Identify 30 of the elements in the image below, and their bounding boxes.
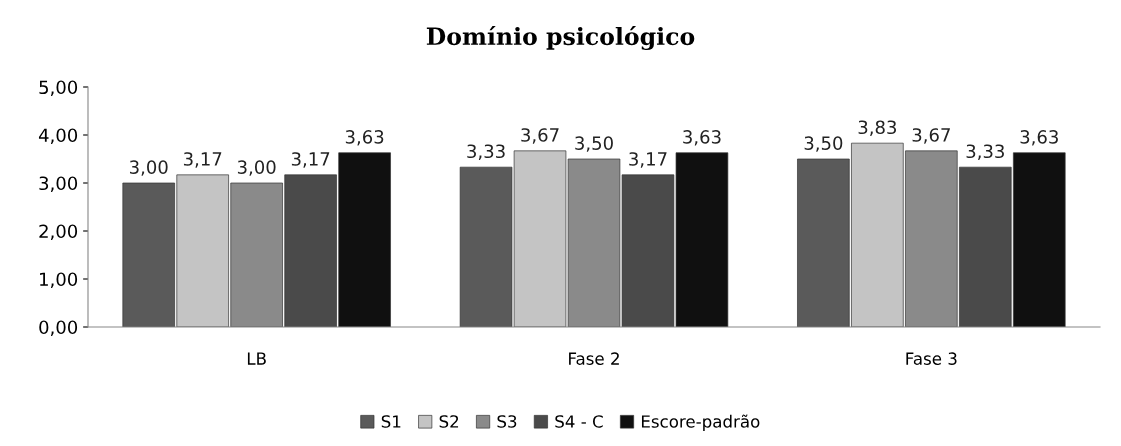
data-label: 3,67: [521, 128, 559, 144]
y-tick-label: 4,00: [38, 128, 78, 144]
chart-title: Domínio psicológico: [426, 25, 695, 51]
x-tick-label: Fase 3: [906, 352, 957, 365]
y-tick-label: 3,00: [39, 176, 78, 192]
legend-label: S2: [439, 415, 459, 428]
data-label: 3,33: [966, 144, 1004, 160]
y-tick-label: 0,00: [39, 320, 78, 336]
data-label: 3,63: [683, 130, 721, 146]
x-tick-label: LB: [247, 352, 266, 365]
legend-label: S1: [381, 415, 401, 428]
data-label: 3,83: [858, 120, 897, 136]
data-label: 3,33: [467, 144, 505, 160]
y-tick-label: 2,00: [39, 224, 78, 240]
data-label: 3,00: [130, 160, 168, 176]
data-label: 3,50: [575, 136, 613, 152]
data-label: 3,17: [183, 152, 222, 168]
data-label: 3,17: [629, 152, 667, 168]
data-label: 3,50: [804, 136, 843, 152]
data-label: 3,63: [345, 130, 384, 146]
data-label: 3,17: [291, 152, 330, 168]
data-label: 3,63: [1020, 130, 1058, 146]
data-label: 3,67: [912, 128, 950, 144]
x-tick-label: Fase 2: [569, 352, 619, 365]
data-label: 3,00: [237, 160, 276, 176]
legend-label: S3: [497, 415, 517, 428]
y-tick-label: 1,00: [40, 272, 78, 288]
y-tick-label: 5,00: [39, 80, 78, 96]
legend-label: S4 - C: [555, 415, 603, 428]
legend-label: Escore-padrão: [641, 414, 760, 431]
